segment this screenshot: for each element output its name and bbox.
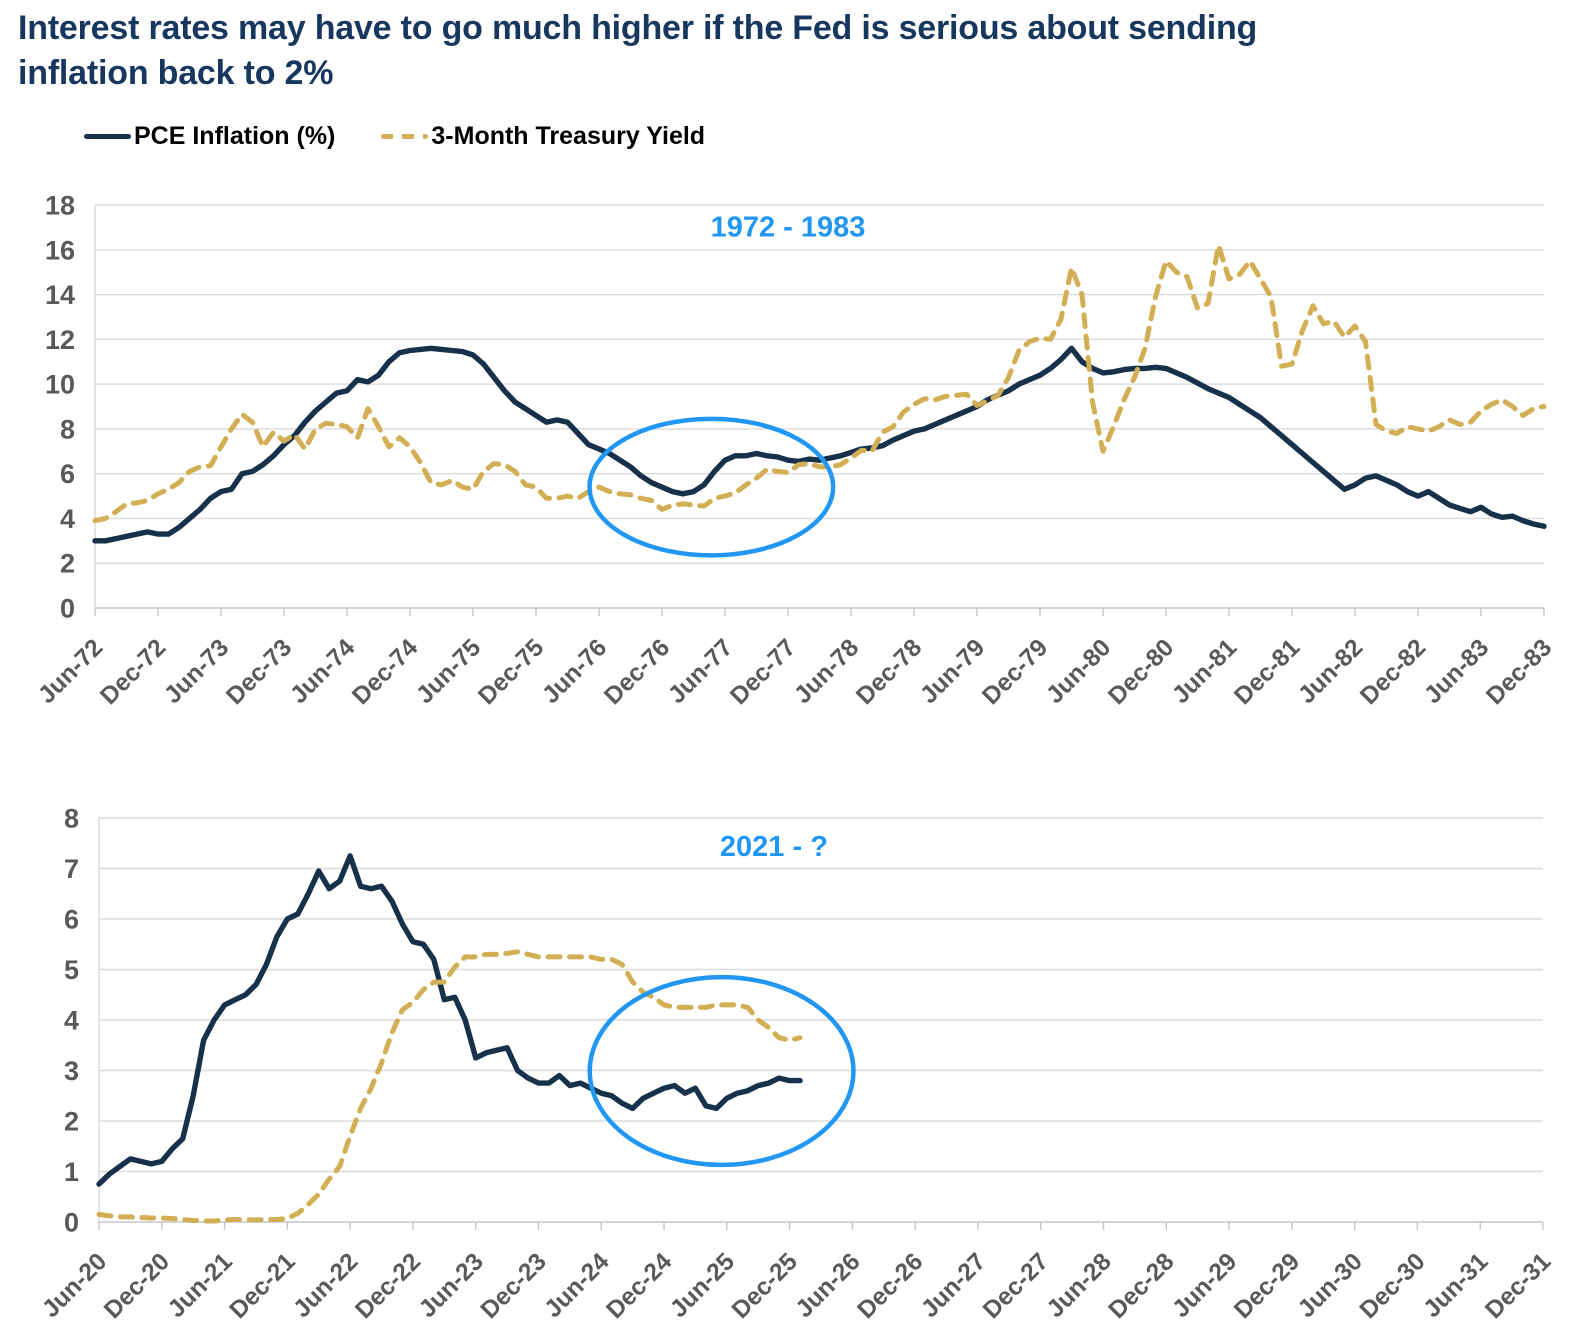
x-axis-label: Dec-72 bbox=[95, 634, 171, 710]
y-axis-label: 18 bbox=[45, 191, 75, 221]
treasury-line-swatch bbox=[381, 134, 429, 139]
legend-item-pce: PCE Inflation (%) bbox=[84, 122, 335, 151]
x-axis-label: Jun-73 bbox=[159, 634, 234, 709]
treasury-yield-line bbox=[96, 949, 803, 1224]
x-axis-label: Jun-75 bbox=[411, 634, 486, 709]
highlight-ellipse bbox=[587, 974, 856, 1168]
legend: PCE Inflation (%) 3-Month Treasury Yield bbox=[84, 122, 705, 151]
legend-item-treasury: 3-Month Treasury Yield bbox=[381, 122, 705, 151]
y-axis-label: 5 bbox=[64, 955, 79, 985]
chart-1972-1983-panel: 024681012141618Jun-72Dec-72Jun-73Dec-73J… bbox=[33, 191, 1557, 711]
x-axis-label: Jun-26 bbox=[791, 1248, 866, 1323]
y-axis-label: 2 bbox=[60, 549, 75, 579]
y-axis-label: 10 bbox=[45, 370, 75, 400]
y-axis-label: 0 bbox=[60, 594, 75, 624]
x-axis-label: Jun-28 bbox=[1042, 1248, 1117, 1323]
treasury-yield-line bbox=[92, 242, 1547, 524]
x-axis-label: Dec-29 bbox=[1229, 1248, 1305, 1324]
x-axis-label: Jun-76 bbox=[537, 634, 612, 709]
x-axis-label: Dec-77 bbox=[725, 634, 801, 710]
pce-line-swatch bbox=[84, 134, 131, 139]
x-axis-label: Dec-31 bbox=[1480, 1248, 1556, 1324]
y-axis-label: 0 bbox=[64, 1208, 79, 1238]
period-annotation: 2021 - ? bbox=[720, 831, 828, 863]
x-axis-label: Jun-25 bbox=[665, 1248, 740, 1323]
y-axis-label: 8 bbox=[64, 804, 79, 834]
x-axis-label: Jun-20 bbox=[37, 1248, 112, 1323]
chart-title: Interest rates may have to go much highe… bbox=[18, 6, 1538, 96]
y-axis-label: 4 bbox=[64, 1006, 79, 1036]
x-axis-label: Jun-82 bbox=[1293, 634, 1368, 709]
x-axis-label: Jun-30 bbox=[1293, 1248, 1368, 1323]
legend-label-pce: PCE Inflation (%) bbox=[134, 122, 336, 150]
y-axis-label: 3 bbox=[64, 1056, 79, 1086]
x-axis-label: Dec-26 bbox=[853, 1248, 929, 1324]
highlight-ellipse bbox=[587, 416, 836, 558]
x-axis-label: Jun-23 bbox=[414, 1248, 489, 1323]
x-axis-label: Dec-76 bbox=[599, 634, 675, 710]
period-annotation: 1972 - 1983 bbox=[711, 211, 866, 243]
x-axis-label: Jun-78 bbox=[789, 634, 864, 709]
x-axis-label: Dec-82 bbox=[1355, 634, 1431, 710]
x-axis-label: Jun-31 bbox=[1419, 1248, 1494, 1323]
y-axis-label: 6 bbox=[60, 459, 75, 489]
x-axis-label: Jun-83 bbox=[1419, 634, 1494, 709]
legend-label-treasury: 3-Month Treasury Yield bbox=[431, 122, 706, 150]
x-axis-label: Dec-75 bbox=[473, 634, 549, 710]
x-axis-label: Jun-81 bbox=[1167, 634, 1242, 709]
x-axis-label: Dec-74 bbox=[347, 634, 423, 710]
x-axis-label: Dec-21 bbox=[225, 1248, 301, 1324]
x-axis-label: Dec-28 bbox=[1104, 1248, 1180, 1324]
x-axis-label: Dec-79 bbox=[977, 634, 1053, 710]
x-axis-label: Dec-73 bbox=[221, 634, 297, 710]
x-axis-label: Jun-27 bbox=[916, 1248, 991, 1323]
pce-inflation-line bbox=[96, 853, 803, 1187]
y-axis-label: 6 bbox=[64, 905, 79, 935]
y-axis-label: 12 bbox=[45, 325, 75, 355]
chart-2021-present-panel: 012345678Jun-20Dec-20Jun-21Dec-21Jun-22D… bbox=[37, 804, 1556, 1325]
x-axis-label: Dec-24 bbox=[601, 1248, 677, 1324]
x-axis-label: Jun-80 bbox=[1041, 634, 1116, 709]
x-axis-label: Dec-80 bbox=[1103, 634, 1179, 710]
x-axis-label: Jun-29 bbox=[1167, 1248, 1242, 1323]
x-axis-label: Dec-83 bbox=[1481, 634, 1557, 710]
x-axis-label: Dec-78 bbox=[851, 634, 927, 710]
y-axis-label: 1 bbox=[64, 1157, 79, 1187]
x-axis-label: Dec-81 bbox=[1229, 634, 1305, 710]
x-axis-label: Dec-20 bbox=[99, 1248, 175, 1324]
y-axis-label: 4 bbox=[60, 504, 75, 534]
x-axis-label: Jun-72 bbox=[33, 634, 108, 709]
x-axis-label: Jun-74 bbox=[285, 634, 360, 709]
x-axis-label: Dec-23 bbox=[476, 1248, 552, 1324]
x-axis-label: Jun-21 bbox=[163, 1248, 238, 1323]
y-axis-label: 16 bbox=[45, 235, 75, 265]
pce-inflation-line bbox=[92, 345, 1547, 544]
x-axis-label: Jun-22 bbox=[288, 1248, 363, 1323]
y-axis-label: 7 bbox=[64, 854, 79, 884]
x-axis-label: Dec-30 bbox=[1355, 1248, 1431, 1324]
x-axis-label: Dec-27 bbox=[978, 1248, 1054, 1324]
x-axis-label: Jun-24 bbox=[540, 1248, 615, 1323]
y-axis-label: 8 bbox=[60, 414, 75, 444]
x-axis-label: Jun-79 bbox=[915, 634, 990, 709]
chart-title-line2: inflation back to 2% bbox=[18, 53, 334, 92]
x-axis-label: Dec-22 bbox=[350, 1248, 426, 1324]
x-axis-label: Jun-77 bbox=[663, 634, 738, 709]
x-axis-label: Dec-25 bbox=[727, 1248, 803, 1324]
y-axis-label: 2 bbox=[64, 1107, 79, 1137]
y-axis-label: 14 bbox=[45, 280, 75, 310]
chart-title-line1: Interest rates may have to go much highe… bbox=[18, 9, 1258, 47]
